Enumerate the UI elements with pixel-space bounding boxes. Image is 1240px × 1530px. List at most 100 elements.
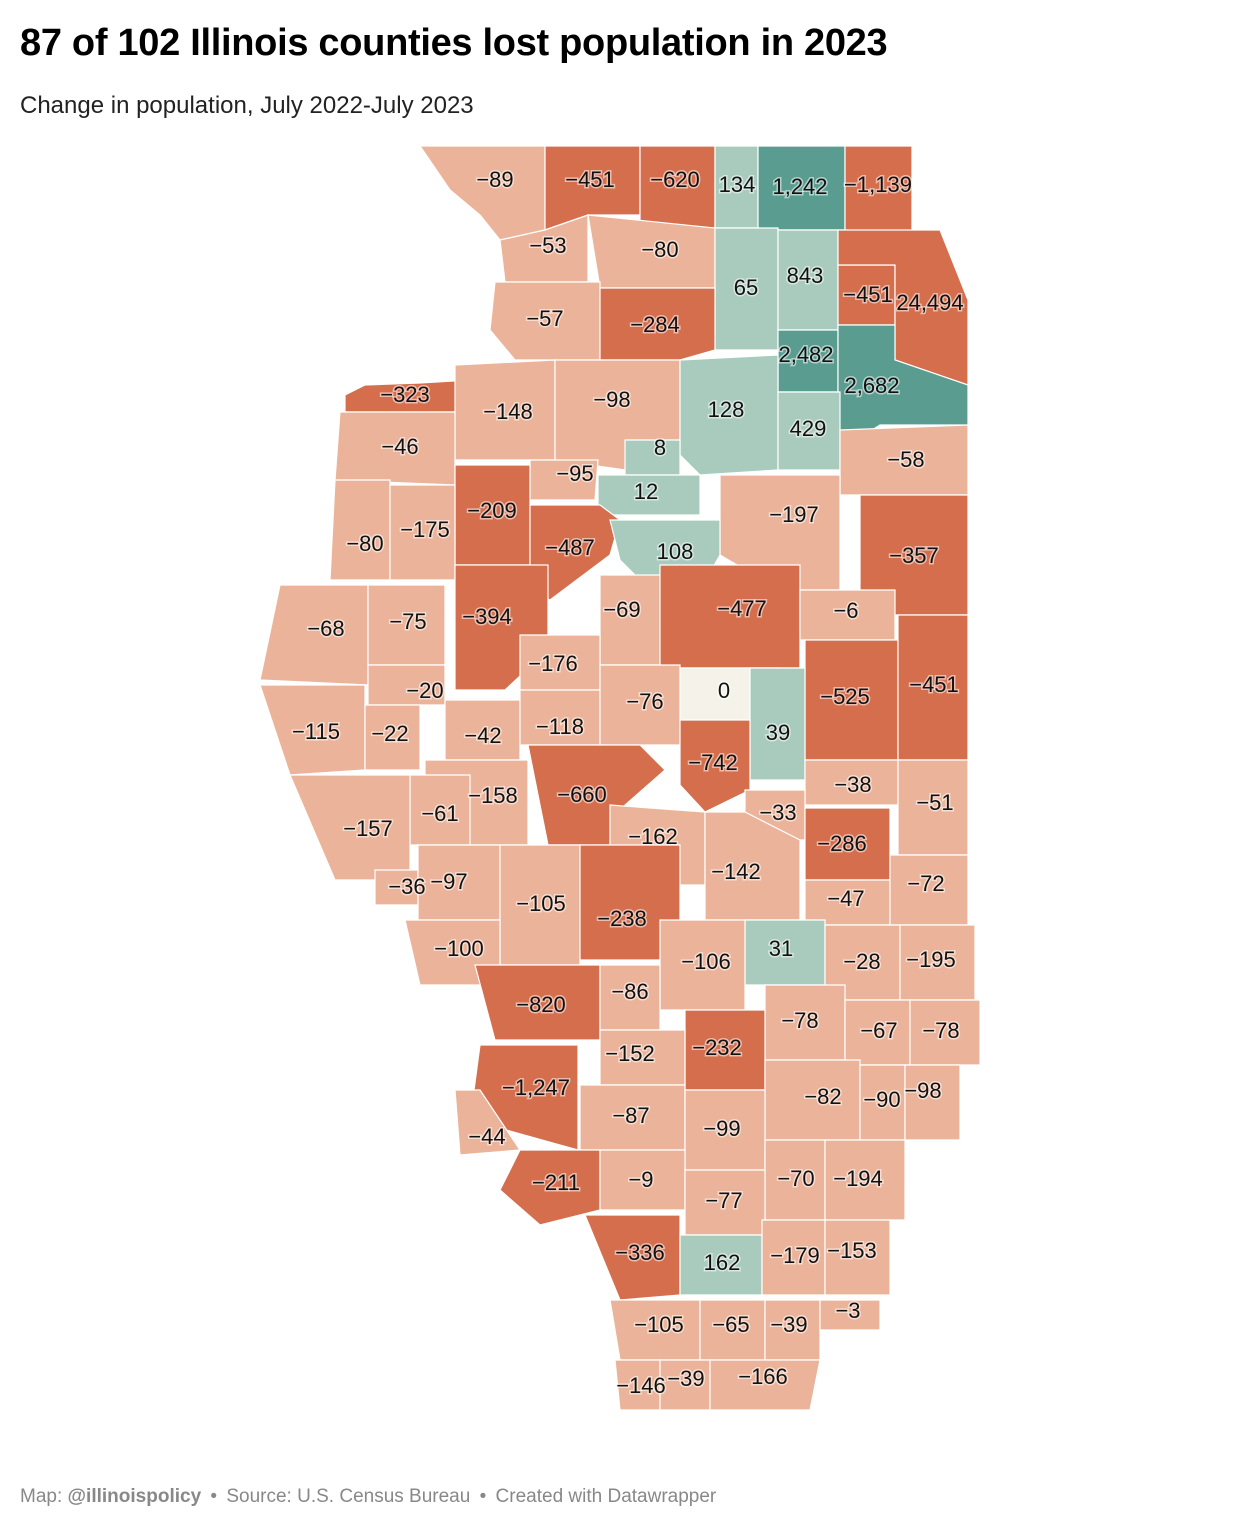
county-value-label: −51	[916, 790, 953, 815]
county-value-label: −61	[421, 801, 458, 826]
county-shape[interactable]	[824, 1219, 891, 1296]
county-value-label: −232	[692, 1035, 742, 1060]
county-shape[interactable]	[597, 474, 701, 516]
county-shape[interactable]	[624, 439, 681, 476]
county-shape[interactable]	[544, 145, 641, 231]
county-value-label: −487	[545, 535, 595, 560]
county-value-label: −238	[597, 906, 647, 931]
county-value-label: 108	[657, 539, 694, 564]
county-value-label: −98	[904, 1078, 941, 1103]
county-shape[interactable]	[824, 1139, 906, 1221]
county-value-label: 162	[704, 1250, 741, 1275]
county-value-label: −179	[770, 1243, 820, 1268]
county-value-label: −105	[634, 1312, 684, 1337]
county-value-label: −95	[556, 461, 593, 486]
county-shape[interactable]	[819, 1299, 881, 1331]
county-value-label: −620	[650, 167, 700, 192]
county-value-label: −67	[860, 1018, 897, 1043]
county-value-label: −820	[516, 992, 566, 1017]
county-shape[interactable]	[599, 287, 716, 361]
county-value-label: −75	[389, 609, 426, 634]
map-title: 87 of 102 Illinois counties lost populat…	[20, 22, 888, 64]
county-value-label: 128	[708, 397, 745, 422]
county-value-label: −158	[468, 783, 518, 808]
county-value-label: −86	[611, 979, 648, 1004]
county-value-label: −39	[667, 1366, 704, 1391]
county-value-label: 8	[654, 435, 666, 460]
county-value-label: −70	[777, 1166, 814, 1191]
county-shape[interactable]	[499, 214, 589, 283]
county-value-label: 0	[718, 678, 730, 703]
county-value-label: −176	[528, 651, 578, 676]
county-value-label: −65	[712, 1312, 749, 1337]
county-value-label: 2,482	[778, 342, 833, 367]
county-value-label: 12	[634, 479, 658, 504]
county-value-label: −209	[467, 498, 517, 523]
footer-separator: •	[479, 1486, 487, 1507]
county-value-label: −53	[529, 233, 566, 258]
county-value-label: −146	[616, 1373, 666, 1398]
county-value-label: −98	[593, 387, 630, 412]
county-value-label: 39	[766, 720, 790, 745]
county-value-label: −78	[922, 1018, 959, 1043]
county-value-label: −152	[605, 1041, 655, 1066]
county-shape[interactable]	[499, 1149, 601, 1226]
county-value-label: −100	[434, 936, 484, 961]
county-shape[interactable]	[909, 999, 981, 1066]
footer-handle-link[interactable]: @illinoispolicy	[67, 1486, 202, 1507]
county-value-label: 2,682	[844, 373, 899, 398]
county-value-label: −3	[835, 1298, 860, 1323]
county-value-label: −336	[615, 1240, 665, 1265]
county-shape[interactable]	[679, 354, 779, 476]
county-value-label: −22	[371, 721, 408, 746]
county-value-label: −44	[468, 1124, 505, 1149]
county-value-label: 65	[734, 275, 758, 300]
county-value-label: −77	[705, 1188, 742, 1213]
county-value-label: −82	[804, 1084, 841, 1109]
county-value-label: −153	[827, 1238, 877, 1263]
county-value-label: −89	[476, 167, 513, 192]
county-value-label: −525	[820, 684, 870, 709]
county-value-label: 24,494	[896, 290, 963, 315]
county-value-label: −76	[626, 689, 663, 714]
county-value-label: −166	[738, 1364, 788, 1389]
footer-credit-link[interactable]: Created with Datawrapper	[495, 1486, 717, 1507]
county-shape[interactable]	[904, 1064, 961, 1141]
county-value-label: 429	[790, 416, 827, 441]
county-value-label: −742	[688, 750, 738, 775]
county-value-label: −42	[464, 723, 501, 748]
county-value-label: −68	[307, 616, 344, 641]
county-value-label: −1,247	[502, 1075, 570, 1100]
county-value-label: −69	[603, 597, 640, 622]
footer-map-label: Map:	[20, 1486, 63, 1507]
county-value-label: −72	[907, 871, 944, 896]
county-value-label: −36	[388, 874, 425, 899]
county-value-label: −286	[817, 831, 867, 856]
county-value-label: −451	[909, 672, 959, 697]
county-value-label: −57	[526, 306, 563, 331]
county-value-label: −78	[781, 1008, 818, 1033]
county-value-label: −660	[557, 782, 607, 807]
county-value-label: −99	[703, 1116, 740, 1141]
county-shape[interactable]	[418, 145, 546, 241]
county-value-label: −211	[532, 1170, 580, 1195]
county-value-label: −175	[400, 517, 450, 542]
county-value-label: −80	[641, 237, 678, 262]
county-value-label: −105	[516, 891, 566, 916]
county-value-label: −115	[292, 719, 340, 744]
county-shape[interactable]	[709, 1359, 821, 1411]
county-value-label: −20	[406, 678, 443, 703]
county-value-label: −451	[565, 167, 615, 192]
county-value-label: −195	[906, 947, 956, 972]
county-value-label: 843	[787, 263, 824, 288]
county-shape[interactable]	[704, 811, 801, 921]
county-shape[interactable]	[364, 704, 421, 771]
county-value-label: −39	[770, 1312, 807, 1337]
county-value-label: −58	[887, 447, 924, 472]
county-value-label: −148	[483, 399, 533, 424]
county-shape[interactable]	[679, 719, 751, 813]
county-value-label: −1,139	[844, 172, 912, 197]
county-value-label: −394	[462, 604, 512, 629]
map-svg: −89 −451 −620 134 1,242 −1,139 −53 −80 65 843 −451…	[259, 145, 981, 1411]
county-value-label: −323	[380, 382, 430, 407]
